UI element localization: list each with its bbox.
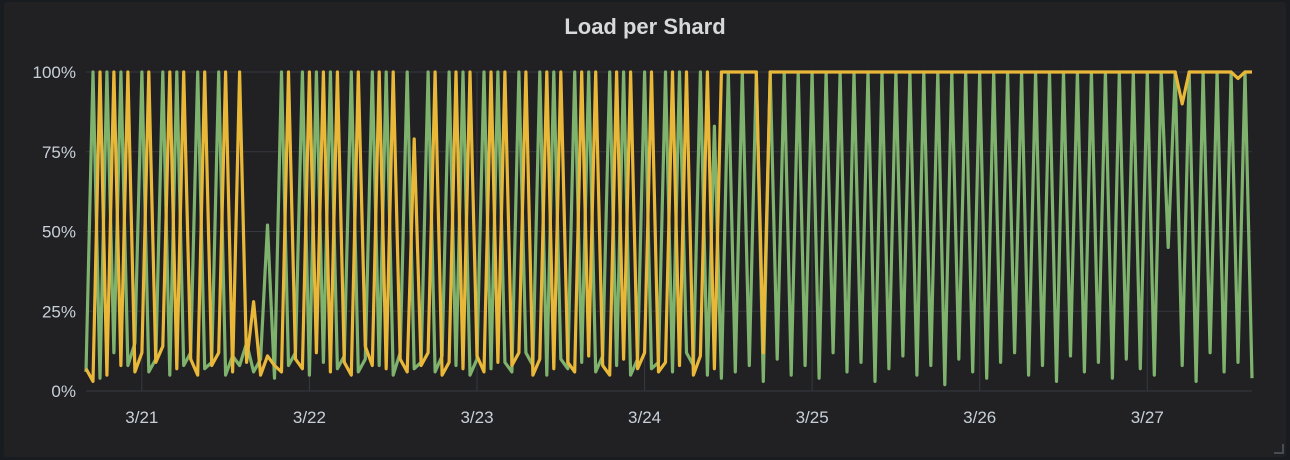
x-tick-label: 3/27 [1131, 408, 1164, 427]
y-tick-label: 75% [42, 143, 76, 162]
series-lines [84, 70, 1254, 387]
load-per-shard-chart: 0% 25% 50% 75% 100% 3/21 3/22 3/23 3/24 3/25 3/26… [33, 63, 1254, 427]
x-tick-label: 3/26 [963, 408, 996, 427]
x-tick-label: 3/21 [125, 408, 158, 427]
series-line-1 [84, 70, 1252, 383]
x-tick-label: 3/23 [460, 408, 493, 427]
chart-panel: Load per Shard 0% 25% 50% 75% 100% 3/21 3/22 3… [4, 2, 1286, 457]
x-tick-label: 3/24 [628, 408, 661, 427]
y-tick-label: 25% [42, 302, 76, 321]
resize-handle[interactable] [1274, 444, 1284, 454]
x-tick-label: 3/25 [796, 408, 829, 427]
x-axis: 3/21 3/22 3/23 3/24 3/25 3/26 3/27 [125, 408, 1164, 427]
y-axis: 0% 25% 50% 75% 100% [33, 63, 76, 401]
x-tick-label: 3/22 [293, 408, 326, 427]
panel-title: Load per Shard [564, 14, 726, 39]
y-tick-label: 0% [51, 382, 76, 401]
y-tick-label: 50% [42, 223, 76, 242]
y-tick-label: 100% [33, 63, 76, 82]
